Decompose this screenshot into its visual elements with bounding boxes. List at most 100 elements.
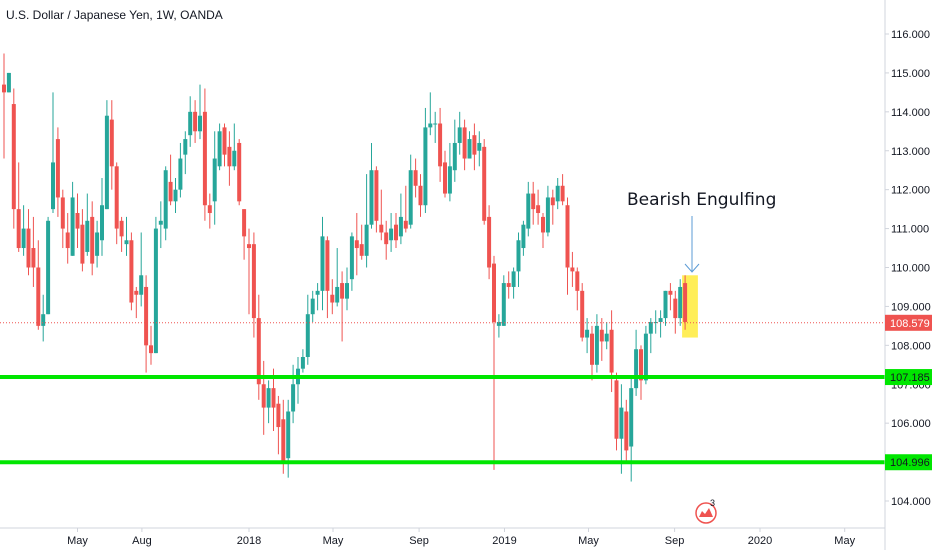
pattern-label: Bearish Engulfing bbox=[627, 190, 776, 210]
candle-body bbox=[457, 127, 462, 143]
candle-body bbox=[320, 236, 325, 291]
pattern-arrow-head bbox=[684, 263, 700, 273]
candle-body bbox=[575, 271, 580, 291]
candle-body bbox=[149, 345, 153, 354]
candle-body bbox=[472, 135, 477, 155]
time-tick-label: 2018 bbox=[237, 535, 261, 547]
candle-body bbox=[629, 388, 634, 447]
candles-layer bbox=[2, 53, 688, 482]
candle-body bbox=[286, 411, 291, 459]
price-tick-label: 113.000 bbox=[891, 146, 930, 158]
candle-body bbox=[114, 166, 119, 229]
candle-body bbox=[511, 271, 516, 287]
candle-body bbox=[673, 298, 678, 319]
candle-body bbox=[158, 220, 163, 225]
candle-body bbox=[271, 388, 276, 408]
candle-body bbox=[408, 170, 413, 225]
candle-body bbox=[565, 205, 570, 268]
candle-body bbox=[452, 142, 457, 171]
candle-body bbox=[202, 111, 207, 206]
candle-body bbox=[403, 220, 408, 229]
candle-body bbox=[198, 115, 202, 132]
candle-body bbox=[624, 411, 629, 451]
candle-body bbox=[536, 205, 541, 214]
candle-body bbox=[428, 123, 433, 128]
candle-body bbox=[364, 224, 369, 256]
candle-body bbox=[144, 286, 149, 346]
price-tick-label: 111.000 bbox=[891, 224, 929, 236]
candle-body bbox=[374, 170, 379, 221]
candle-body bbox=[369, 170, 374, 225]
candle-body bbox=[594, 325, 599, 365]
time-axis[interactable]: May Aug 2018 May Sep 2019 May Sep 2020 May bbox=[0, 527, 885, 547]
candle-body bbox=[266, 388, 271, 408]
price-tags-layer: 107.185 104.996 108.579 bbox=[885, 314, 932, 471]
price-tick-label: 108.000 bbox=[891, 340, 931, 352]
time-tick-label: May bbox=[323, 535, 344, 547]
candle-body bbox=[384, 232, 389, 245]
candle-body bbox=[134, 290, 139, 295]
price-tick-label: 106.000 bbox=[891, 418, 931, 430]
support-price-tag bbox=[885, 454, 932, 471]
candle-body bbox=[26, 228, 31, 268]
candle-body bbox=[560, 185, 565, 202]
candle-body bbox=[550, 197, 555, 206]
candle-body bbox=[643, 333, 648, 381]
support-price-tag bbox=[885, 369, 932, 386]
candle-body bbox=[359, 244, 364, 256]
candle-body bbox=[604, 333, 609, 342]
candle-body bbox=[124, 240, 129, 245]
candle-body bbox=[467, 139, 472, 159]
candle-body bbox=[653, 321, 658, 323]
candle-body bbox=[609, 329, 614, 373]
candle-body bbox=[639, 349, 643, 381]
price-tick-label: 109.000 bbox=[891, 301, 931, 313]
candle-body bbox=[443, 162, 447, 194]
candle-body bbox=[447, 166, 452, 194]
candle-body bbox=[291, 384, 296, 412]
candle-body bbox=[663, 290, 668, 319]
current-price-tag-label: 108.579 bbox=[890, 318, 930, 330]
tradingview-logo[interactable]: 3 bbox=[695, 498, 717, 524]
time-tick-label: Sep bbox=[665, 535, 685, 547]
time-tick-label: 2019 bbox=[492, 535, 516, 547]
candle-body bbox=[340, 283, 345, 299]
candle-body bbox=[487, 216, 492, 268]
candle-body bbox=[683, 283, 688, 322]
candle-body bbox=[648, 321, 653, 334]
candle-body bbox=[256, 318, 261, 385]
candle-body bbox=[570, 267, 575, 272]
time-tick-label: May bbox=[834, 535, 855, 547]
candle-body bbox=[90, 216, 95, 264]
candle-body bbox=[55, 139, 60, 198]
time-tick-label: May bbox=[578, 535, 599, 547]
candle-body bbox=[70, 197, 75, 256]
candle-body bbox=[100, 205, 104, 241]
candle-body bbox=[207, 205, 212, 214]
candle-body bbox=[555, 185, 560, 202]
price-tick-label: 104.000 bbox=[891, 496, 931, 508]
candle-body bbox=[590, 333, 594, 365]
candle-body bbox=[315, 290, 320, 295]
candle-body bbox=[237, 142, 242, 202]
candle-body bbox=[521, 224, 526, 249]
candle-body bbox=[310, 298, 315, 315]
candle-body bbox=[227, 146, 232, 167]
candle-body bbox=[232, 150, 237, 167]
candle-body bbox=[85, 220, 90, 252]
candle-body bbox=[80, 224, 85, 264]
candle-body bbox=[619, 407, 624, 439]
candle-body bbox=[580, 290, 585, 338]
price-tick-label: 110.000 bbox=[891, 263, 930, 275]
time-tick-label: 2020 bbox=[748, 535, 772, 547]
candle-body bbox=[16, 209, 21, 249]
candle-body bbox=[51, 162, 55, 210]
price-tick-label: 112.000 bbox=[891, 185, 930, 197]
candle-body bbox=[418, 185, 423, 206]
candle-body bbox=[330, 294, 335, 303]
candle-body bbox=[496, 321, 501, 326]
candle-body bbox=[31, 248, 36, 268]
candle-body bbox=[345, 283, 349, 299]
candle-body bbox=[129, 240, 134, 303]
